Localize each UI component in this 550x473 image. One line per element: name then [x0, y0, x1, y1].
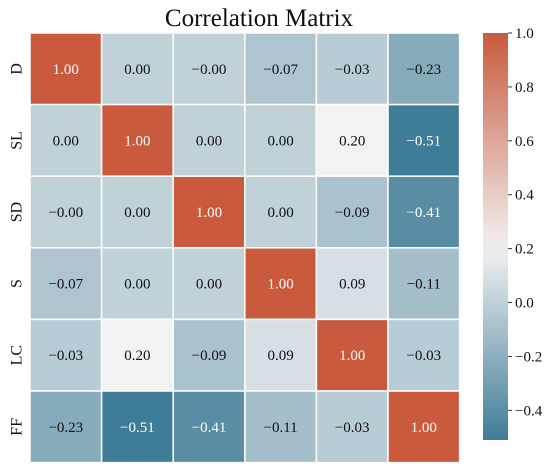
- x-tick-label: FF: [415, 472, 433, 473]
- y-tick-label: SD: [9, 202, 26, 222]
- colorbar-tick-label: 0.4: [515, 188, 534, 204]
- heatmap-cell: [315, 247, 389, 321]
- cell-value-label: 1.00: [124, 133, 150, 149]
- chart-title: Correlation Matrix: [165, 5, 354, 32]
- cell-value-label: −0.23: [48, 420, 83, 436]
- cell-value-label: 0.00: [53, 133, 79, 149]
- heatmap-cell: [172, 32, 246, 106]
- colorbar-tick-label: −0.4: [515, 403, 543, 419]
- colorbar-tick-label: 0.8: [515, 80, 534, 96]
- cell-value-label: −0.11: [407, 277, 441, 293]
- heatmap-cell: [387, 318, 461, 392]
- cell-value-label: 0.09: [267, 348, 293, 364]
- cell-value-label: 0.00: [124, 277, 150, 293]
- heatmap-cell: [100, 175, 174, 249]
- cell-value-label: −0.23: [406, 62, 441, 78]
- heatmap-cell: [387, 103, 461, 177]
- cell-value-label: −0.07: [48, 277, 83, 293]
- cell-value-label: −0.51: [406, 133, 441, 149]
- cell-value-label: 1.00: [339, 348, 365, 364]
- heatmap-cell: [244, 390, 318, 464]
- cell-value-label: 0.00: [267, 133, 293, 149]
- cell-value-label: −0.03: [406, 348, 441, 364]
- cell-value-label: 0.00: [124, 62, 150, 78]
- y-axis-ticks: D SL SD S LC FF: [9, 63, 26, 436]
- colorbar: 1.0 0.8 0.6 0.4 0.2 0.0 −0.2 −0.4: [483, 26, 543, 440]
- y-tick-label: SL: [9, 131, 26, 150]
- heatmap-cell: [244, 103, 318, 177]
- cell-value-label: −0.00: [192, 62, 227, 78]
- heatmap-cell: [172, 318, 246, 392]
- cell-value-label: 0.09: [339, 277, 365, 293]
- heatmap-cell: [387, 247, 461, 321]
- heatmap-cell: [29, 390, 103, 464]
- cell-value-label: −0.41: [192, 420, 227, 436]
- cell-value-label: 0.00: [124, 205, 150, 221]
- y-tick-label: FF: [9, 418, 26, 436]
- heatmap-cell: [244, 318, 318, 392]
- cell-value-label: 0.00: [267, 205, 293, 221]
- heatmap-cell: [387, 175, 461, 249]
- heatmap-cell: [100, 103, 174, 177]
- cell-value-label: −0.03: [335, 420, 370, 436]
- heatmap-cell: [244, 175, 318, 249]
- cell-value-label: −0.51: [120, 420, 155, 436]
- cell-value-label: 0.20: [124, 348, 150, 364]
- y-tick-label: S: [9, 279, 26, 288]
- cell-value-label: −0.41: [406, 205, 441, 221]
- cell-value-label: −0.00: [48, 205, 83, 221]
- cell-value-label: 1.00: [411, 420, 437, 436]
- colorbar-tick-label: 0.6: [515, 134, 534, 150]
- y-tick-label: LC: [9, 345, 26, 365]
- heatmap-cell: [387, 390, 461, 464]
- cell-value-label: 1.00: [196, 205, 222, 221]
- colorbar-tick-label: −0.2: [515, 349, 542, 365]
- heatmap-cell: [100, 32, 174, 106]
- heatmap-cells: 1.00 0.00 −0.00 −0.07 −0.03 −0.23 0.00 1.00 0.00…: [29, 32, 461, 464]
- cell-value-label: −0.03: [48, 348, 83, 364]
- heatmap-cell: [315, 318, 389, 392]
- colorbar-tick-label: 0.0: [515, 296, 534, 312]
- x-tick-label: SL: [128, 472, 147, 473]
- heatmap-cell: [315, 390, 389, 464]
- cell-value-label: −0.11: [264, 420, 298, 436]
- cell-value-label: 1.00: [53, 62, 79, 78]
- cell-value-label: 0.20: [339, 133, 365, 149]
- heatmap-cell: [100, 247, 174, 321]
- heatmap-cell: [29, 247, 103, 321]
- x-tick-label: LC: [342, 472, 362, 473]
- heatmap-cell: [315, 175, 389, 249]
- cell-value-label: 0.00: [196, 133, 222, 149]
- heatmap-cell: [29, 32, 103, 106]
- heatmap-cell: [244, 247, 318, 321]
- y-tick-label: D: [9, 63, 26, 75]
- x-tick-label: SR: [199, 472, 219, 473]
- x-tick-label: S: [276, 472, 285, 473]
- colorbar-gradient: [483, 33, 508, 440]
- colorbar-tick-label: 0.2: [515, 242, 534, 258]
- cell-value-label: −0.09: [192, 348, 227, 364]
- cell-value-label: −0.03: [335, 62, 370, 78]
- cell-value-label: −0.09: [335, 205, 370, 221]
- cell-value-label: 1.00: [267, 277, 293, 293]
- heatmap-cell: [172, 247, 246, 321]
- heatmap-cell: [387, 32, 461, 106]
- x-axis-ticks: D SL SR S LC FF: [60, 472, 433, 473]
- colorbar-tick-label: 1.0: [515, 26, 534, 42]
- x-tick-label: D: [60, 472, 72, 473]
- cell-value-label: 0.00: [196, 277, 222, 293]
- cell-value-label: −0.07: [263, 62, 298, 78]
